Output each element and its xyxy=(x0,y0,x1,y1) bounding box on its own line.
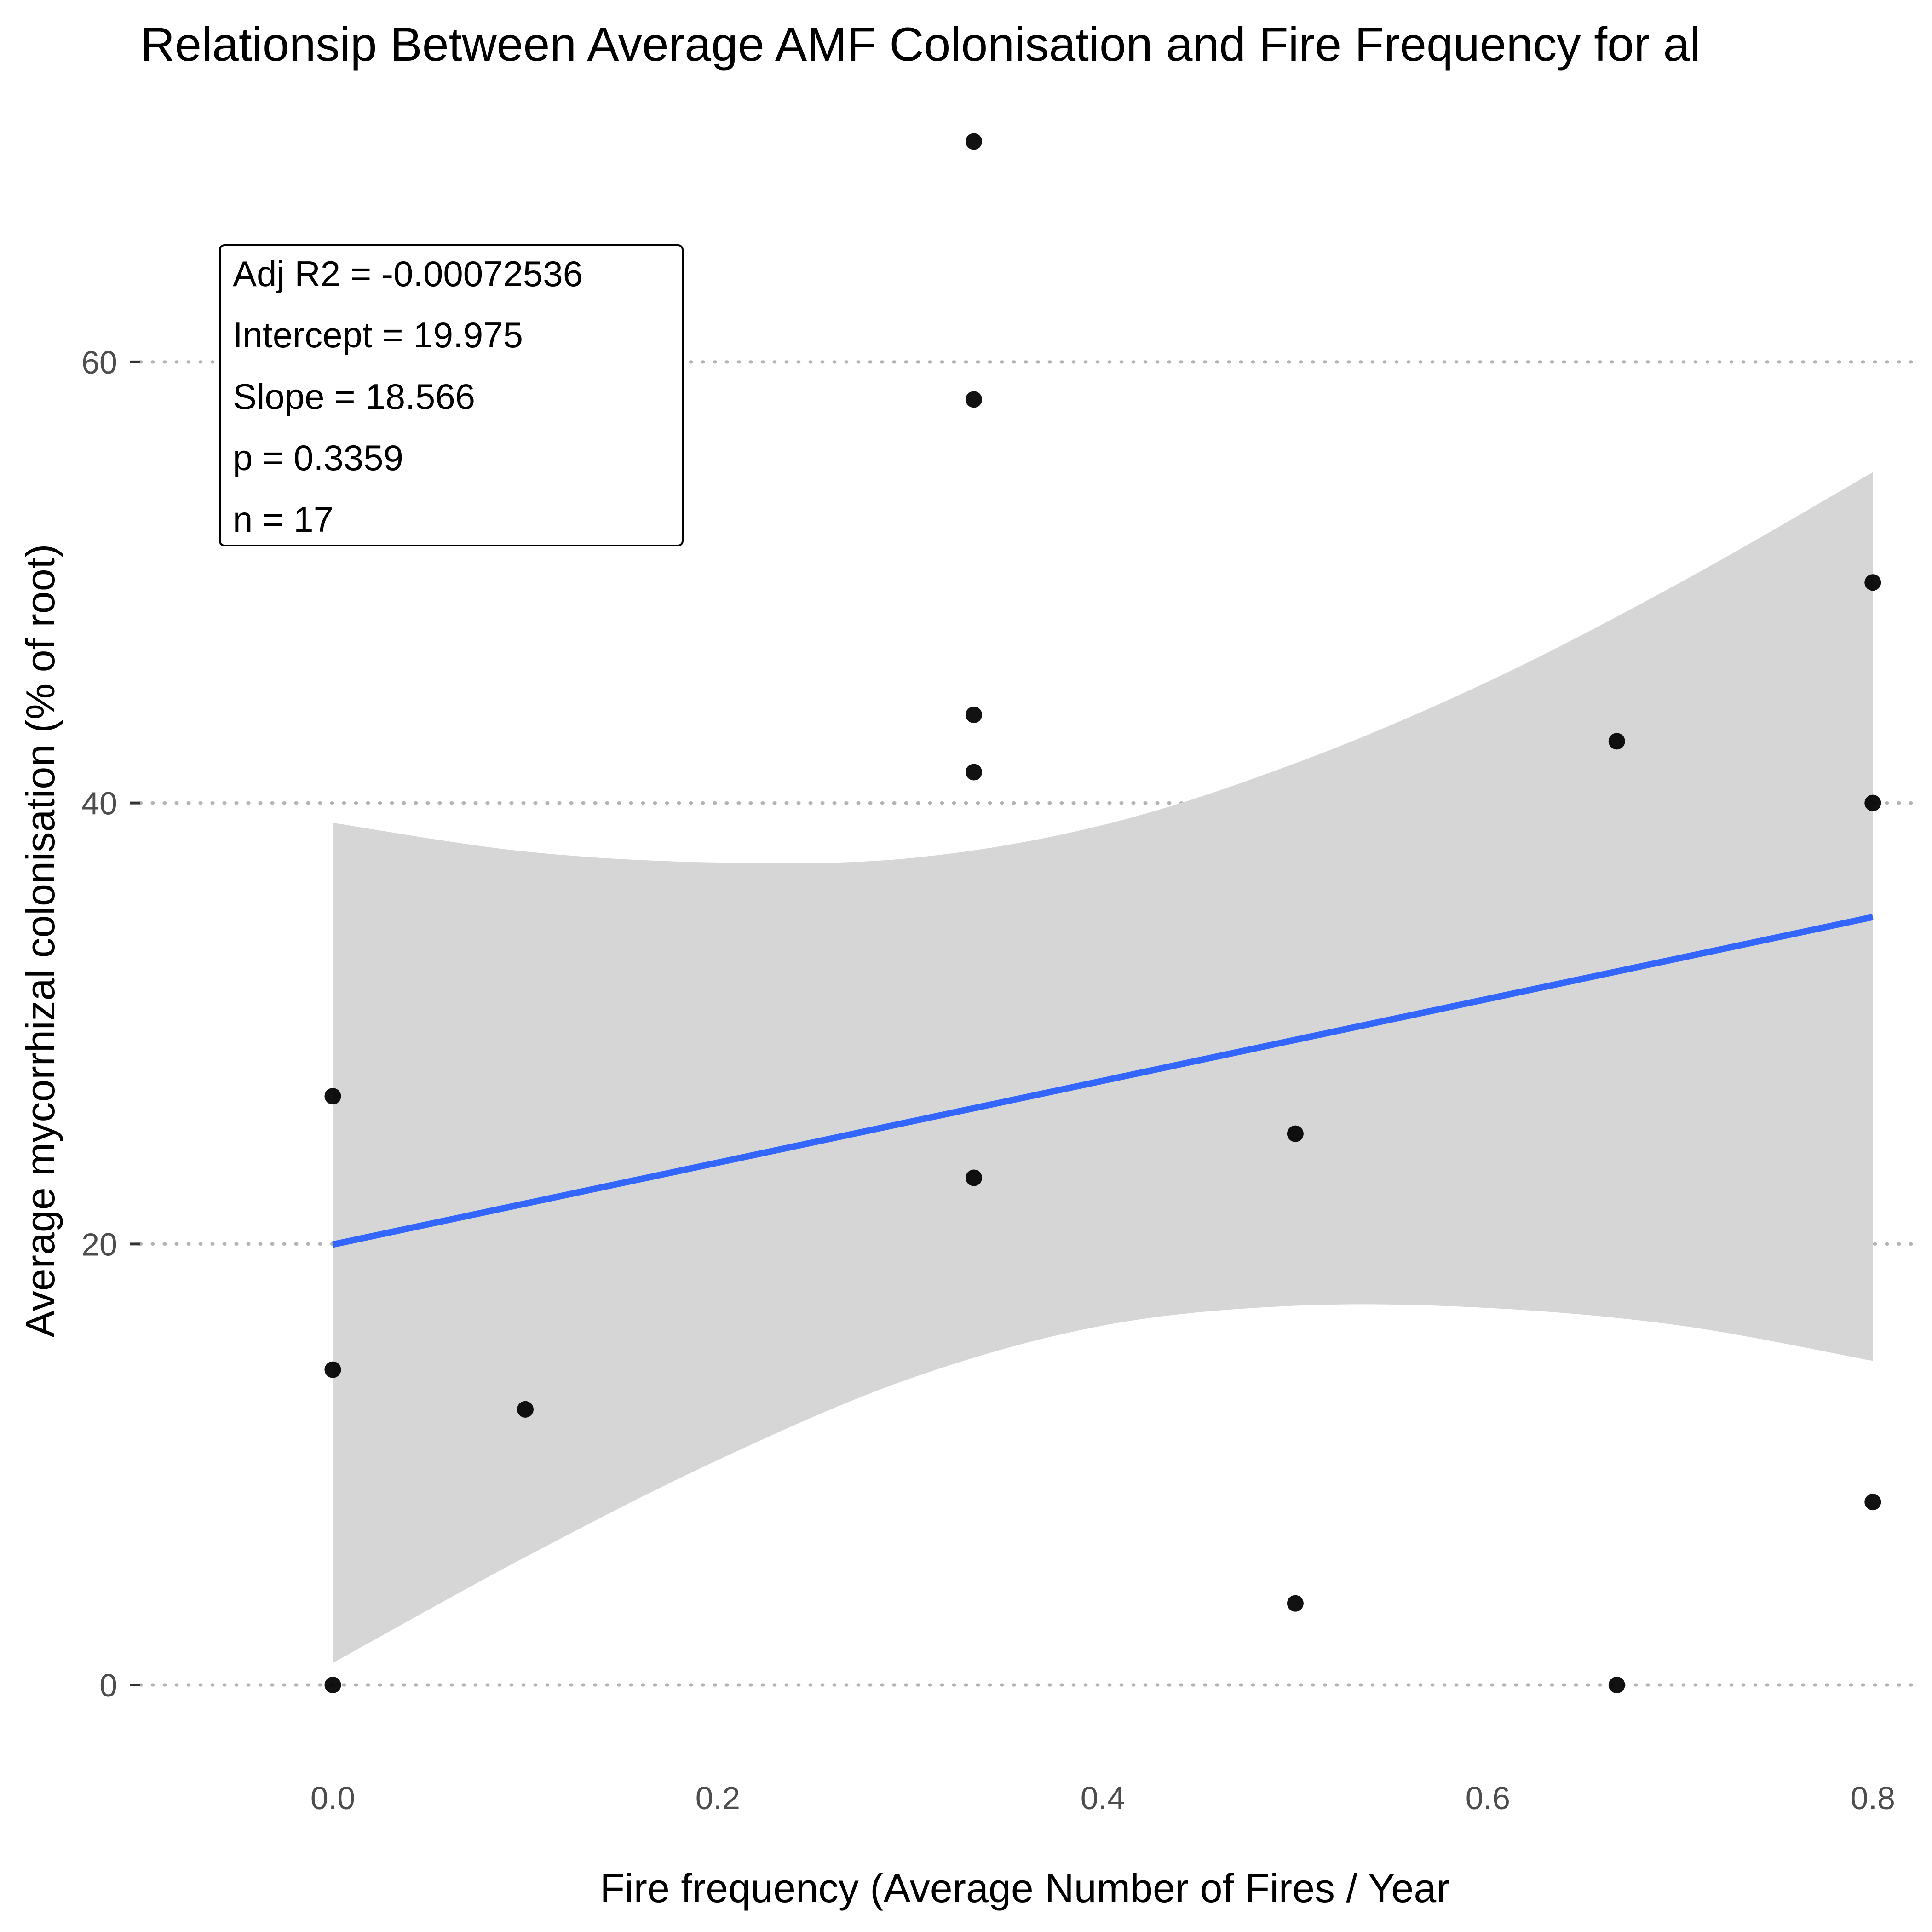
x-tick-label: 0.6 xyxy=(1466,1780,1510,1816)
data-points xyxy=(324,133,1881,1694)
data-point xyxy=(966,1169,983,1186)
stats-annotation: Adj R2 = -0.00072536 Intercept = 19.975 … xyxy=(219,244,684,546)
x-axis-title: Fire frequency (Average Number of Fires … xyxy=(600,1865,1449,1911)
y-axis: 0 20 40 60 xyxy=(81,345,140,1703)
data-point xyxy=(517,1401,534,1418)
annotation-adj-r2: Adj R2 = -0.00072536 xyxy=(233,253,583,294)
data-point xyxy=(1864,1494,1881,1511)
annotation-p-value: p = 0.3359 xyxy=(233,437,403,478)
y-tick-label: 0 xyxy=(99,1668,117,1703)
x-tick-label: 0.2 xyxy=(696,1780,740,1816)
data-point xyxy=(966,764,983,781)
annotation-intercept: Intercept = 19.975 xyxy=(233,315,523,355)
data-point xyxy=(324,1361,341,1378)
y-tick-label: 40 xyxy=(81,786,117,822)
x-tick-label: 0.4 xyxy=(1081,1780,1125,1816)
data-point xyxy=(1287,1125,1304,1142)
data-point xyxy=(324,1677,341,1694)
annotation-slope: Slope = 18.566 xyxy=(233,376,475,417)
y-axis-title: Average mycorrhizal colonisation (% of r… xyxy=(17,544,63,1338)
x-tick-label: 0.0 xyxy=(310,1780,355,1816)
confidence-band xyxy=(333,472,1873,1663)
y-tick-label: 20 xyxy=(81,1226,117,1262)
y-tick-label: 60 xyxy=(81,345,117,380)
data-point xyxy=(1864,574,1881,591)
chart-title: Relationsip Between Average AMF Colonisa… xyxy=(140,18,1700,71)
data-point xyxy=(1287,1595,1304,1612)
x-tick-label: 0.8 xyxy=(1851,1780,1895,1816)
data-point xyxy=(1608,1677,1625,1694)
regression-line xyxy=(332,914,1874,1248)
data-point xyxy=(966,133,983,150)
data-point xyxy=(966,706,983,723)
data-point xyxy=(1864,794,1881,811)
x-axis: 0.0 0.2 0.4 0.6 0.8 xyxy=(310,1780,1895,1816)
annotation-n: n = 17 xyxy=(233,499,334,540)
data-point xyxy=(966,391,983,408)
data-point xyxy=(324,1088,341,1105)
stats-annotation-frame xyxy=(219,244,684,546)
data-point xyxy=(1608,733,1625,750)
